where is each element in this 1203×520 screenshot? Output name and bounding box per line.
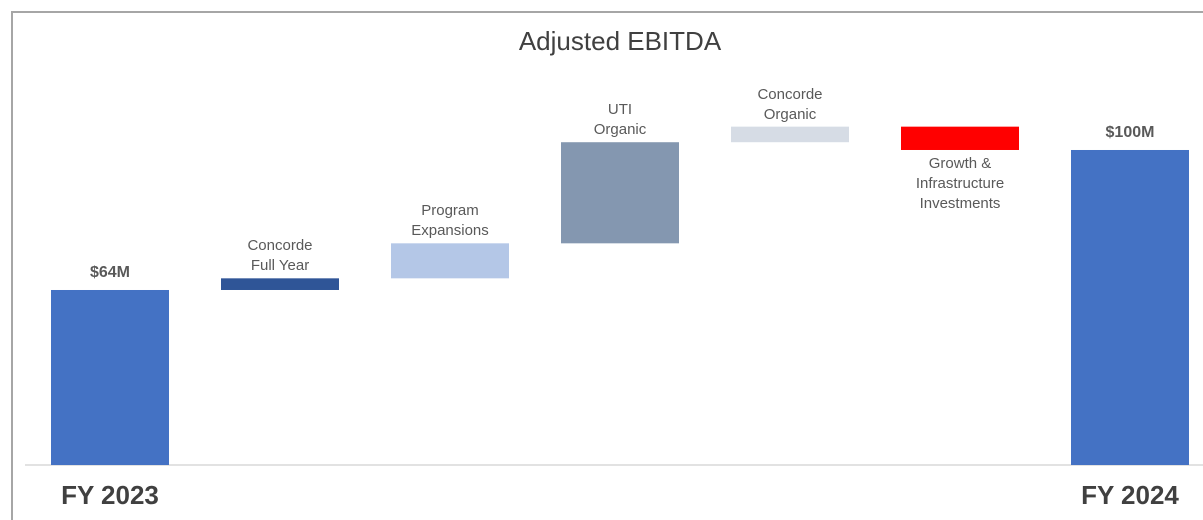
- bar: [901, 126, 1019, 150]
- chart-title: Adjusted EBITDA: [518, 26, 722, 56]
- bar: [561, 142, 679, 244]
- x-tick-label: FY 2023: [61, 480, 159, 510]
- category-label: Concorde Full Year: [247, 237, 313, 275]
- category-label: Program Expansions: [411, 202, 489, 240]
- category-label: UTI Organic: [593, 101, 647, 139]
- bar: [51, 289, 169, 465]
- bar: [391, 243, 509, 279]
- category-label: Concorde Organic: [757, 85, 823, 123]
- value-label: $64M: [89, 263, 131, 281]
- bar: [731, 126, 849, 143]
- category-label: Growth & Infrastructure Investments: [915, 154, 1005, 212]
- value-label: $100M: [1105, 123, 1155, 141]
- bar: [221, 278, 339, 290]
- bar: [1071, 149, 1189, 465]
- frame: [11, 11, 1203, 520]
- x-tick-label: FY 2024: [1081, 480, 1179, 510]
